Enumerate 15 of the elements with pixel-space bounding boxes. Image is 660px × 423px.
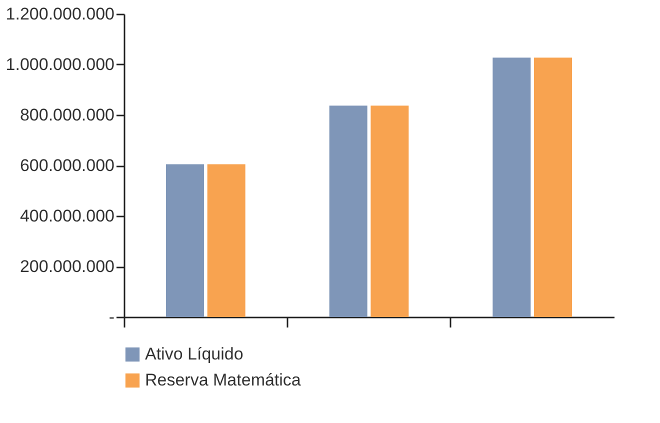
y-tick-label: 1.000.000.000: [6, 55, 114, 74]
bar: [534, 58, 572, 317]
y-tick-label: 600.000.000: [20, 156, 114, 175]
y-tick-label: 200.000.000: [20, 257, 114, 276]
legend-label: Ativo Líquido: [145, 344, 244, 364]
bar: [166, 164, 204, 317]
bar: [370, 106, 409, 317]
bar: [207, 164, 246, 317]
y-tick-label: -: [108, 308, 114, 326]
y-tick-label: 400.000.000: [20, 206, 114, 226]
bar: [492, 58, 531, 317]
y-tick-label: 800.000.000: [20, 106, 114, 124]
legend-label: Reserva Matemática: [145, 370, 302, 390]
y-tick-label: 1.200.000.000: [6, 4, 114, 24]
bar: [329, 106, 368, 317]
